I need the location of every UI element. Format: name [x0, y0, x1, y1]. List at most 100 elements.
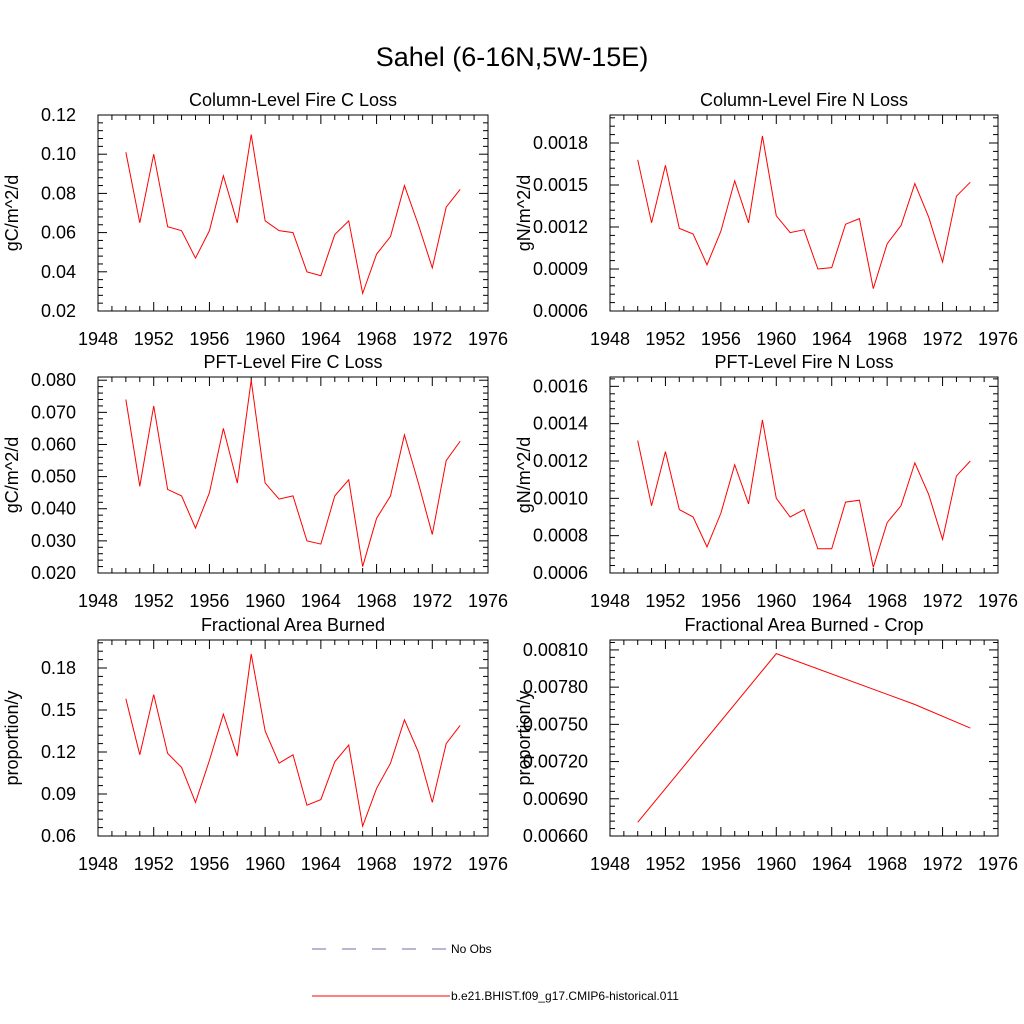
panel-fractional-area-burned-crop: Fractional Area Burned - Crop proportion/… [514, 615, 1018, 874]
series-line-model [637, 419, 971, 568]
panel-title: Fractional Area Burned [201, 615, 385, 635]
x-tick-label: 1948 [590, 329, 630, 349]
x-tick-label: 1976 [978, 854, 1018, 874]
y-tick-label: 0.00780 [523, 677, 588, 697]
x-tick-label: 1956 [189, 591, 229, 611]
panel-fractional-area-burned: Fractional Area Burned proportion/y 1948 19… [2, 615, 508, 874]
y-tick-label: 0.0014 [533, 414, 588, 434]
x-tick-label: 1948 [78, 591, 118, 611]
series-line-model [637, 135, 971, 289]
y-tick-label: 0.06 [41, 223, 76, 243]
y-axis-label: proportion/y [2, 690, 22, 785]
y-axis-label: gC/m^2/d [2, 437, 22, 513]
x-tick-label: 1964 [812, 591, 852, 611]
x-tick-label: 1972 [412, 591, 452, 611]
x-tick-label: 1960 [756, 329, 796, 349]
y-tick-label: 0.050 [31, 467, 76, 487]
y-axis-label: gN/m^2/d [514, 437, 534, 513]
y-tick-label: 0.0010 [533, 488, 588, 508]
series-line-model [125, 134, 461, 296]
x-tick-label: 1972 [923, 329, 963, 349]
x-tick-label: 1956 [701, 591, 741, 611]
x-tick-label: 1972 [412, 854, 452, 874]
x-tick-label: 1948 [590, 591, 630, 611]
legend-label-model: b.e21.BHIST.f09_g17.CMIP6-historical.011 [451, 989, 679, 1003]
x-tick-label: 1960 [245, 854, 285, 874]
series-line-model [125, 380, 461, 567]
x-tick-label: 1952 [645, 591, 685, 611]
y-tick-label: 0.060 [31, 434, 76, 454]
x-tick-label: 1952 [134, 854, 174, 874]
x-tick-label: 1968 [867, 591, 907, 611]
y-tick-label: 0.00810 [523, 640, 588, 660]
x-tick-label: 1956 [189, 854, 229, 874]
x-tick-label: 1960 [756, 854, 796, 874]
plot-frame [97, 114, 489, 312]
y-tick-label: 0.06 [41, 826, 76, 846]
y-tick-label: 0.00750 [523, 714, 588, 734]
x-tick-label: 1976 [978, 329, 1018, 349]
panel-pft-level-fire-c-loss: PFT-Level Fire C Loss gC/m^2/d 1948 1952 195… [2, 352, 508, 611]
x-tick-label: 1960 [245, 591, 285, 611]
x-tick-label: 1968 [867, 329, 907, 349]
x-tick-label: 1948 [78, 854, 118, 874]
x-tick-label: 1952 [645, 854, 685, 874]
series-line-model [125, 653, 461, 829]
y-tick-label: 0.08 [41, 183, 76, 203]
y-tick-label: 0.0012 [533, 217, 588, 237]
y-tick-label: 0.030 [31, 531, 76, 551]
x-tick-label: 1972 [923, 591, 963, 611]
legend-label-no-obs: No Obs [451, 942, 492, 956]
y-tick-label: 0.080 [31, 370, 76, 390]
y-tick-label: 0.10 [41, 144, 76, 164]
y-tick-label: 0.0006 [533, 563, 588, 583]
y-tick-label: 0.0006 [533, 301, 588, 321]
x-tick-label: 1964 [301, 854, 341, 874]
y-tick-label: 0.04 [41, 262, 76, 282]
panel-pft-level-fire-n-loss: PFT-Level Fire N Loss gN/m^2/d 1948 1952 195… [514, 352, 1018, 611]
x-tick-label: 1972 [412, 329, 452, 349]
y-tick-label: 0.070 [31, 402, 76, 422]
y-tick-label: 0.15 [41, 700, 76, 720]
x-tick-label: 1956 [701, 329, 741, 349]
x-tick-label: 1968 [867, 854, 907, 874]
x-tick-label: 1968 [357, 854, 397, 874]
x-tick-label: 1964 [812, 854, 852, 874]
x-tick-label: 1964 [301, 591, 341, 611]
y-tick-label: 0.00660 [523, 826, 588, 846]
y-tick-label: 0.0016 [533, 376, 588, 396]
x-tick-label: 1976 [978, 591, 1018, 611]
y-axis-label: gC/m^2/d [2, 175, 22, 251]
panel-title: PFT-Level Fire N Loss [714, 352, 893, 372]
panel-column-level-fire-n-loss: Column-Level Fire N Loss gN/m^2/d 1948 1952… [514, 90, 1018, 349]
figure-title: Sahel (6-16N,5W-15E) [376, 42, 649, 72]
panel-column-level-fire-c-loss: Column-Level Fire C Loss gC/m^2/d 1948 1952… [2, 90, 508, 349]
plot-frame [609, 639, 999, 837]
x-tick-label: 1960 [245, 329, 285, 349]
x-tick-label: 1960 [756, 591, 796, 611]
y-tick-label: 0.0012 [533, 451, 588, 471]
y-axis-label: gN/m^2/d [514, 175, 534, 251]
x-tick-label: 1976 [468, 591, 508, 611]
legend: No Obs b.e21.BHIST.f09_g17.CMIP6-histori… [312, 942, 679, 1003]
panel-title: Fractional Area Burned - Crop [684, 615, 923, 635]
x-tick-label: 1948 [78, 329, 118, 349]
panels: Column-Level Fire C Loss gC/m^2/d 1948 1952… [2, 90, 1018, 874]
x-tick-label: 1952 [134, 329, 174, 349]
x-tick-label: 1968 [357, 591, 397, 611]
x-tick-label: 1952 [134, 591, 174, 611]
y-tick-label: 0.12 [41, 742, 76, 762]
y-tick-label: 0.12 [41, 105, 76, 125]
y-tick-label: 0.040 [31, 499, 76, 519]
y-axis-label: proportion/y [514, 690, 534, 785]
y-tick-label: 0.00690 [523, 789, 588, 809]
y-tick-label: 0.18 [41, 658, 76, 678]
panel-title: PFT-Level Fire C Loss [203, 352, 382, 372]
y-tick-label: 0.02 [41, 301, 76, 321]
y-tick-label: 0.0015 [533, 175, 588, 195]
x-tick-label: 1964 [812, 329, 852, 349]
x-tick-label: 1956 [701, 854, 741, 874]
y-tick-label: 0.0008 [533, 526, 588, 546]
x-tick-label: 1964 [301, 329, 341, 349]
